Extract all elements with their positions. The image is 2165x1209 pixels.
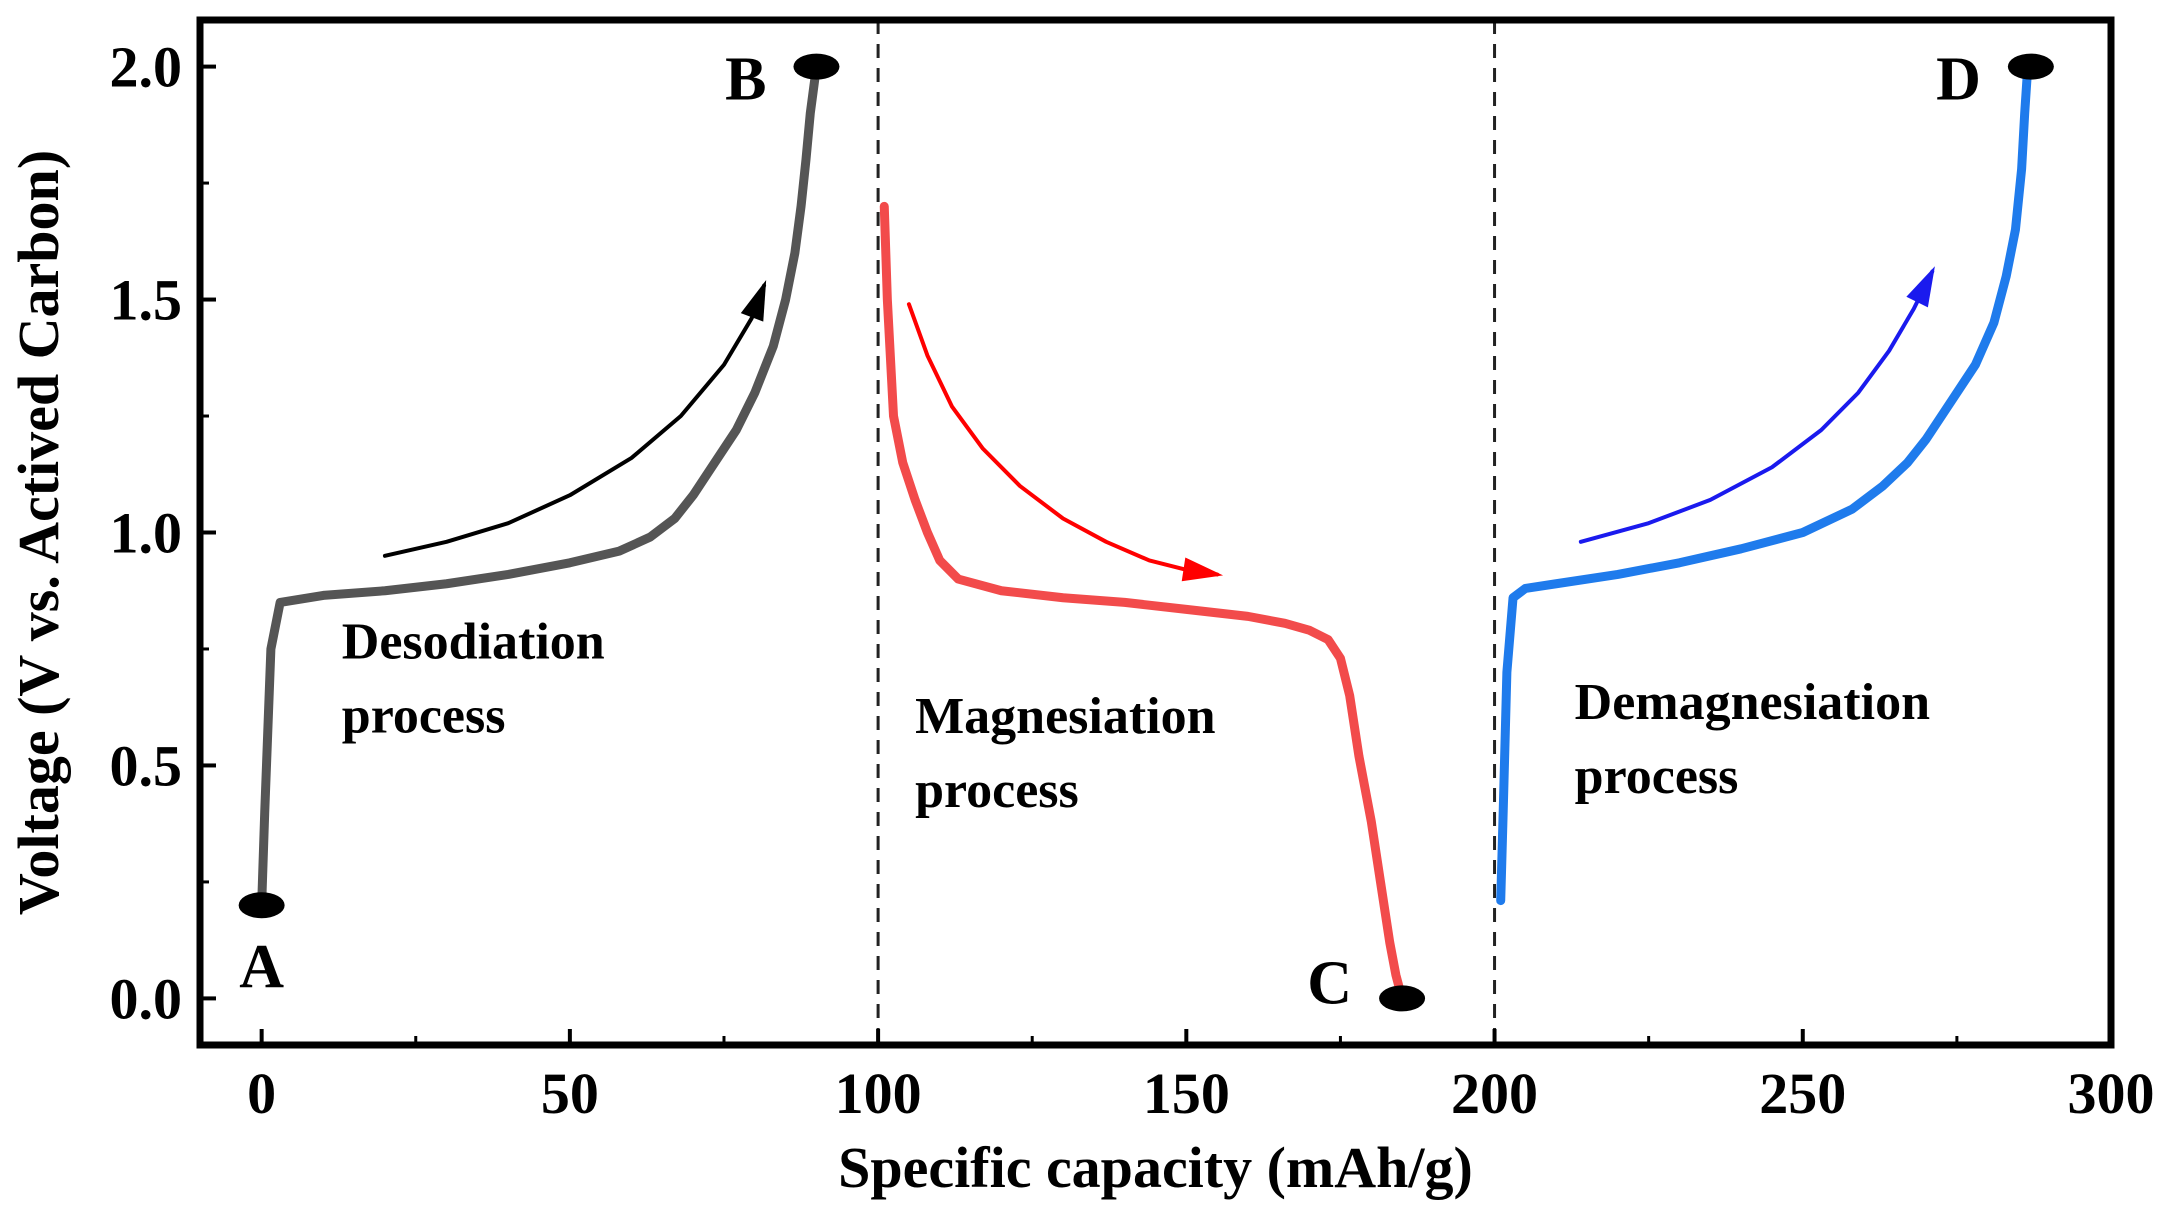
y-tick-label-1: 0.5 <box>110 733 183 798</box>
magnesiation-arrow-head <box>1181 557 1224 582</box>
series-line-1 <box>879 201 1407 1003</box>
y-tick-label-4: 2.0 <box>110 35 183 100</box>
point-label-d: D <box>1936 46 1981 114</box>
x-tick-label-0: 0 <box>247 1061 276 1126</box>
series-line-0 <box>257 62 821 910</box>
demagnesiation-arrow <box>1578 269 1935 544</box>
x-tick-label-2: 100 <box>835 1061 922 1126</box>
annotation-1-line-0: Magnesiation <box>915 688 1216 745</box>
y-tick-label-0: 0.0 <box>110 966 183 1031</box>
magnesiation-arrow <box>906 302 1220 577</box>
desodiation-arrow-head <box>740 279 767 322</box>
annotation-2-line-1: process <box>1575 748 1739 805</box>
point-label-b: B <box>725 46 766 114</box>
x-tick-label-6: 300 <box>2068 1061 2155 1126</box>
x-tick-label-1: 50 <box>541 1061 599 1126</box>
annotation-0-line-1: process <box>342 687 506 744</box>
point-marker-a <box>238 892 285 919</box>
annotation-2-line-0: Demagnesiation <box>1575 674 1930 731</box>
x-tick-label-3: 150 <box>1143 1061 1230 1126</box>
point-marker-b <box>793 53 840 80</box>
point-marker-c <box>1379 985 1426 1012</box>
y-axis-title: Voltage (V vs. Actived Carbon) <box>6 150 71 915</box>
demagnesiation-arrow-head <box>1906 266 1935 308</box>
series-line-2 <box>1496 62 2033 906</box>
x-tick-label-4: 200 <box>1451 1061 1538 1126</box>
x-tick-label-5: 250 <box>1759 1061 1846 1126</box>
annotation-1-line-1: process <box>915 762 1079 819</box>
annotation-0-line-0: Desodiation <box>342 613 605 670</box>
desodiation-arrow <box>382 283 767 558</box>
point-marker-d <box>2007 53 2054 80</box>
y-tick-label-2: 1.0 <box>110 501 183 566</box>
point-label-a: A <box>239 933 284 1001</box>
y-tick-label-3: 1.5 <box>110 268 183 333</box>
x-axis-title: Specific capacity (mAh/g) <box>838 1135 1473 1200</box>
point-label-c: C <box>1307 949 1352 1017</box>
